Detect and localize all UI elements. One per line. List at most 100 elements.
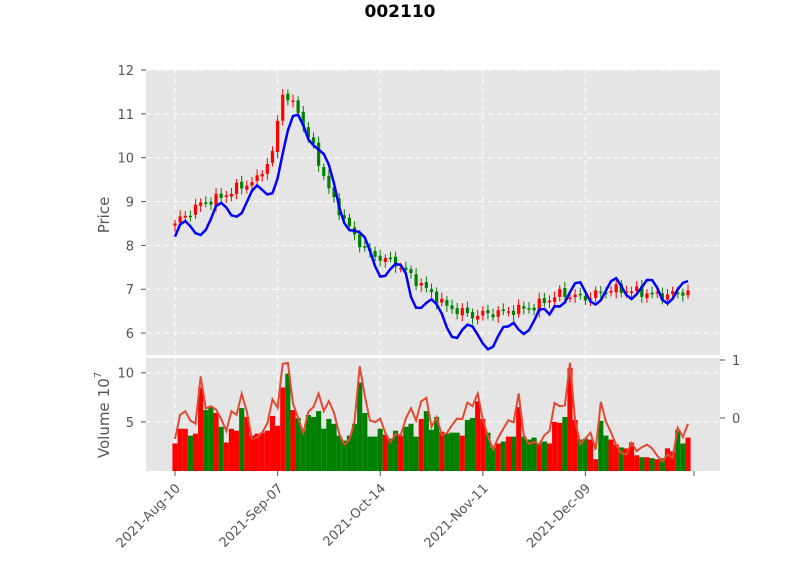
candle-body bbox=[599, 291, 603, 294]
candle-body bbox=[424, 282, 428, 288]
volume-bar bbox=[634, 455, 640, 471]
volume-bar bbox=[629, 442, 635, 471]
volume-bar bbox=[244, 416, 250, 471]
volume-bar bbox=[659, 458, 665, 471]
candle-body bbox=[547, 300, 552, 303]
candle-body bbox=[296, 100, 300, 113]
volume-bar bbox=[172, 443, 178, 471]
volume-bar bbox=[459, 435, 465, 471]
candle-body bbox=[481, 310, 485, 316]
price-y-axis-label: Price bbox=[95, 197, 113, 234]
volume-bar bbox=[603, 435, 609, 471]
candle-body bbox=[578, 293, 582, 296]
candle-body bbox=[614, 284, 618, 293]
candle-body bbox=[486, 310, 490, 314]
candle-body bbox=[327, 175, 331, 189]
volume-bar bbox=[685, 437, 691, 471]
volume-bar bbox=[398, 435, 404, 471]
volume-bar bbox=[357, 382, 363, 471]
volume-bar bbox=[444, 433, 450, 471]
volume-bar bbox=[228, 428, 234, 471]
volume-bar bbox=[310, 416, 317, 471]
x-axis: 2021-Aug-10 2021-Sep-07 2021-Oct-14 2021-No… bbox=[114, 471, 695, 551]
candle-body bbox=[240, 181, 244, 189]
volume-bar bbox=[259, 432, 265, 471]
volume-bar bbox=[623, 448, 630, 471]
volume-bar bbox=[249, 435, 255, 471]
candle-body bbox=[568, 297, 572, 300]
candle-body bbox=[363, 246, 367, 248]
candle-body bbox=[440, 298, 444, 303]
candle-body bbox=[609, 290, 613, 293]
candle-body bbox=[383, 257, 387, 262]
volume-bar bbox=[182, 428, 188, 471]
volume-bar bbox=[618, 447, 624, 471]
volume-bar bbox=[608, 439, 614, 471]
volume-bar bbox=[480, 418, 486, 471]
volume-bar bbox=[531, 437, 537, 471]
volume-bar bbox=[213, 413, 219, 471]
candle-body bbox=[460, 308, 464, 316]
candle-body bbox=[404, 267, 408, 271]
candle-body bbox=[255, 175, 259, 181]
candle-body bbox=[650, 292, 654, 295]
x-tick-label: 2021-Sep-07 bbox=[217, 481, 287, 551]
volume-bar bbox=[439, 431, 445, 471]
volume-bar bbox=[521, 436, 527, 471]
volume-bar bbox=[434, 416, 440, 471]
volume-bar bbox=[598, 420, 604, 471]
volume-bar bbox=[675, 429, 681, 471]
volume-bar bbox=[393, 430, 399, 471]
price-ytick-label: 12 bbox=[117, 64, 134, 79]
volume-bar bbox=[449, 432, 455, 471]
volume-bar bbox=[464, 419, 470, 471]
candle-body bbox=[286, 93, 290, 101]
candle-body bbox=[419, 283, 423, 286]
x-tick-label: 2021-Oct-14 bbox=[321, 481, 389, 549]
volume-bar bbox=[362, 413, 368, 471]
volume-ytick-label: 10 bbox=[117, 367, 134, 382]
volume-bar bbox=[649, 458, 655, 471]
volume-bar bbox=[567, 367, 573, 471]
volume-bar bbox=[505, 436, 512, 471]
candle-body bbox=[388, 257, 393, 260]
chart-title: 002110 bbox=[365, 2, 436, 22]
volume-bar bbox=[254, 433, 260, 471]
candle-body bbox=[234, 182, 239, 194]
candle-body bbox=[188, 215, 192, 218]
candle-body bbox=[635, 286, 639, 291]
volume-bar bbox=[351, 423, 358, 471]
price-ytick-label: 10 bbox=[117, 152, 134, 167]
volume-right-ytick-label: 0 bbox=[732, 412, 740, 427]
candle-body bbox=[342, 215, 346, 219]
candle-body bbox=[270, 150, 275, 163]
volume-bar bbox=[269, 415, 276, 471]
candle-body bbox=[522, 306, 526, 309]
volume-bar bbox=[639, 457, 645, 471]
volume-bar bbox=[377, 428, 383, 471]
volume-bar bbox=[500, 441, 506, 471]
candle-body bbox=[455, 308, 459, 315]
volume-bar bbox=[290, 410, 296, 471]
volume-indicator-line bbox=[174, 361, 689, 464]
price-ytick-label: 7 bbox=[126, 283, 134, 298]
candle-body bbox=[491, 314, 495, 318]
candle-body bbox=[399, 267, 403, 270]
volume-bar bbox=[526, 439, 532, 471]
candle-body bbox=[527, 308, 531, 310]
volume-bar bbox=[572, 419, 578, 471]
volume-bar bbox=[295, 417, 301, 471]
volume-bar bbox=[192, 433, 199, 471]
price-ytick-label: 8 bbox=[126, 239, 134, 254]
candle-body bbox=[686, 290, 690, 296]
volume-bar bbox=[593, 459, 599, 471]
volume-bar bbox=[223, 442, 229, 471]
candle-body bbox=[681, 292, 685, 296]
volume-bar bbox=[233, 430, 240, 471]
volume-bar bbox=[454, 432, 460, 471]
volume-bar bbox=[562, 416, 568, 471]
candle-body bbox=[506, 311, 511, 313]
candle-body bbox=[645, 293, 649, 299]
volume-bar bbox=[428, 429, 435, 471]
volume-y-axis-label: Volume107 bbox=[93, 372, 113, 458]
